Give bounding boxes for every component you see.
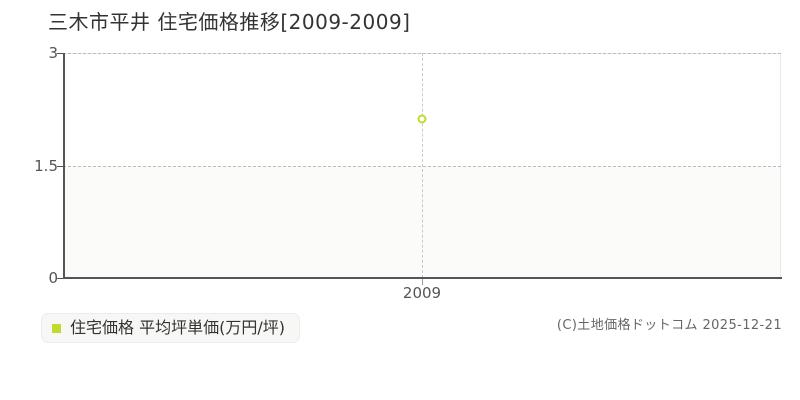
y-axis-tick-label: 3 [48,44,58,62]
y-axis-tick-label: 1.5 [34,156,58,175]
y-axis-tick-mark [57,165,64,167]
x-axis-tick-label: 2009 [402,284,442,302]
x-axis-line [63,277,782,279]
legend-item-label: 住宅価格 平均坪単価(万円/坪) [70,318,285,337]
y-axis-tick-label: 0 [48,269,58,287]
footer-credit: (C)土地価格ドットコム 2025-12-21 [556,318,782,333]
legend-swatch-icon [52,323,61,333]
chart-title: 三木市平井 住宅価格推移[2009-2009] [48,10,411,34]
y-axis-line [63,53,65,279]
y-axis-tick-mark [57,278,64,279]
chart-legend[interactable]: 住宅価格 平均坪単価(万円/坪) [41,313,300,343]
data-point-marker[interactable] [417,114,427,124]
y-axis-tick-mark [57,53,64,54]
vertical-gridline [422,53,423,278]
x-axis-tick-mark [422,279,423,285]
